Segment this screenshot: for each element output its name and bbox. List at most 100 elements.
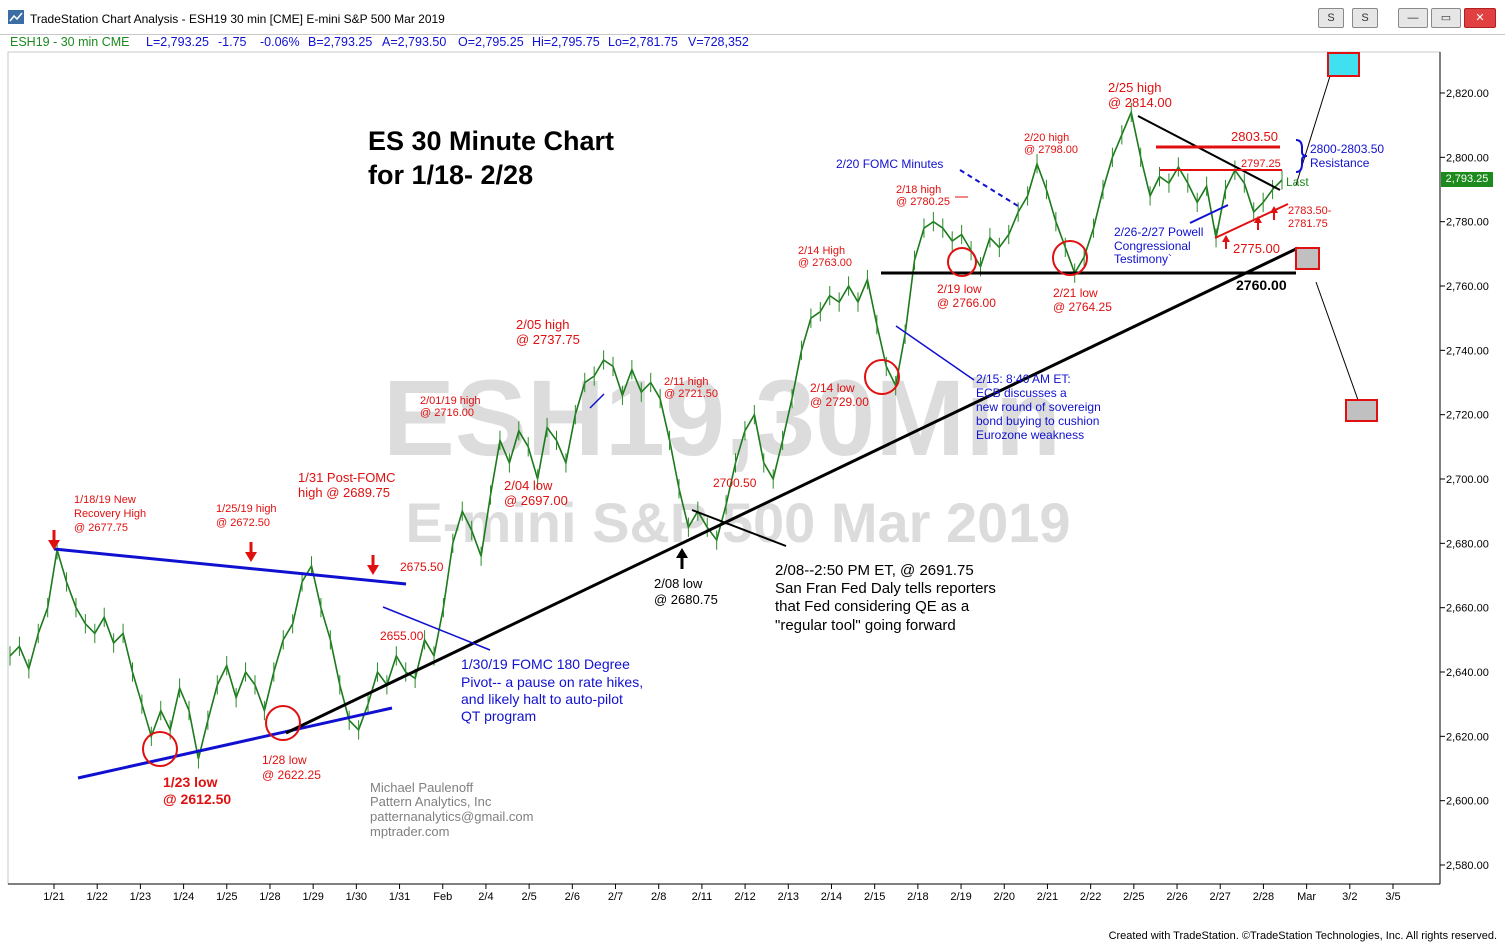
black-up-arrow-icon [676,548,688,569]
close-button[interactable]: ✕ [1464,8,1496,28]
y-tick-label: 2,620.00 [1446,731,1489,743]
annotation-text: 1/30/19 FOMC 180 Degree [461,656,630,672]
annotation-text: that Fed considering QE as a [775,598,970,615]
y-tick-label: 2,740.00 [1446,345,1489,357]
annotation-text: @ 2612.50 [163,791,231,807]
x-tick-label: 2/22 [1080,891,1101,903]
wedge-upper-line [1137,115,1281,191]
annotation-text: 2/26-2/27 Powell [1114,225,1203,239]
y-tick-label: 2,700.00 [1446,474,1489,486]
y-tick-label: 2,820.00 [1446,88,1489,100]
last-price-marker: 2,793.25 [1441,172,1493,187]
x-tick-label: 3/5 [1385,891,1400,903]
maximize-button[interactable]: ▭ [1431,8,1461,28]
red-up-arrow-icon [1254,216,1262,230]
plot-frame [7,51,1441,885]
annotation-text: @ 2780.25 [896,196,950,208]
x-tick-label: Mar [1297,891,1316,903]
x-tick-label: 1/21 [43,891,64,903]
annotation-text: high @ 2689.75 [298,485,390,500]
annotation-text: Michael Paulenoff [370,780,473,795]
x-tick-label: Feb [433,891,452,903]
x-tick-label: 2/21 [1037,891,1058,903]
black-uptrend-line [285,246,1299,735]
wedge-lower-line [1214,203,1289,239]
downside-target-box [1345,399,1378,422]
y-tick-label: 2,680.00 [1446,538,1489,550]
open-price: O=2,795.25 [458,35,524,49]
annotation-text: Pivot-- a pause on rate hikes, [461,674,643,690]
y-tick-label: 2,660.00 [1446,603,1489,615]
resistance-brace [1295,139,1308,173]
x-tick-label: 2/12 [734,891,755,903]
annotation-text: 2/14 High [798,245,845,257]
x-tick-label: 2/4 [478,891,493,903]
annotation-text: @ 2766.00 [937,296,996,310]
annotation-text: 2/01/19 high [420,395,481,407]
annotation-text: 2/08 low [654,576,703,591]
minimize-button[interactable]: — [1398,8,1428,28]
x-tick-label: 1/29 [302,891,323,903]
annotation-text: @ 2716.00 [420,407,474,419]
y-tick-label: 2,780.00 [1446,217,1489,229]
annotation-text: @ 2737.75 [516,332,580,347]
circle-jan28-low [265,705,301,741]
y-tick-label: 2,580.00 [1446,860,1489,872]
red-up-arrow-icon [1222,235,1230,249]
annotation-text: 1/18/19 New [74,494,136,506]
annotation-text: 2/18 high [896,184,941,196]
annotation-text: 2/21 low [1053,286,1098,300]
chart-title: ES 30 Minute Chart [368,126,614,156]
annotation-text: 1/23 low [163,774,218,790]
last-price: L=2,793.25 [146,35,209,49]
annotation-text: @ 2764.25 [1053,300,1112,314]
x-tick-label: 2/28 [1253,891,1274,903]
s-menu-button[interactable]: S [1318,8,1344,28]
annotation-text: 2797.25 [1241,158,1281,170]
red-down-arrow-icon [48,530,60,550]
annotations: 1/18/19 New Recovery High @ 2677.75 1/25/19… [74,80,1384,839]
y-tick-label: 2,640.00 [1446,667,1489,679]
annotation-text: @ 2729.00 [810,395,869,409]
annotation-text: 2803.50 [1231,129,1278,144]
x-tick-label: 1/22 [86,891,107,903]
bid-price: B=2,793.25 [308,35,373,49]
annotation-text: @ 2721.50 [664,388,718,400]
annotation-text: 2675.50 [400,560,444,574]
fomc-pointer-line [382,606,491,651]
annotation-text: 2/05 high [516,317,570,332]
annotation-text: new round of sovereign [976,400,1101,414]
annotation-text: Testimony` [1114,252,1172,266]
annotation-text: 2775.00 [1233,241,1280,256]
circle-feb19-low [947,247,977,277]
annotation-text: @ 2763.00 [798,257,852,269]
s-menu-button-2[interactable]: S [1352,8,1378,28]
x-tick-label: 1/24 [173,891,194,903]
annotation-text: "regular tool" going forward [775,617,956,634]
annotation-text: 1/25/19 high [216,503,277,515]
annotation-text: @ 2672.50 [216,517,270,529]
projection-down-line [1315,281,1359,401]
y-axis-ticks: 2,580.00 2,600.00 2,620.00 2,640.00 2,660.00… [1440,88,1489,872]
annotation-text: mptrader.com [370,824,449,839]
x-tick-label: 3/2 [1342,891,1357,903]
powell-pointer-line [1189,204,1229,224]
annotation-text: 2760.00 [1236,277,1287,293]
annotation-text: San Fran Fed Daly tells reporters [775,580,996,597]
x-tick-label: 1/25 [216,891,237,903]
x-tick-label: 2/15 [864,891,885,903]
price-line [9,109,1283,760]
x-tick-label: 2/19 [950,891,971,903]
annotation-text: 2/19 low [937,282,982,296]
x-tick-label: 2/18 [907,891,928,903]
volume: V=728,352 [688,35,749,49]
projection-up-line [1295,75,1331,186]
pivot-box [1295,247,1320,270]
annotation-text: 1/28 low [262,753,307,767]
low-price: Lo=2,781.75 [608,35,678,49]
x-tick-label: 1/31 [389,891,410,903]
quote-infobar: ESH19 - 30 min CME L=2,793.25 -1.75 -0.0… [0,34,1505,50]
annotation-text: 1/31 Post-FOMC [298,470,396,485]
watermark-name: E-mini S&P 500 Mar 2019 [405,491,1070,554]
red-up-arrow-icon [1270,206,1278,220]
